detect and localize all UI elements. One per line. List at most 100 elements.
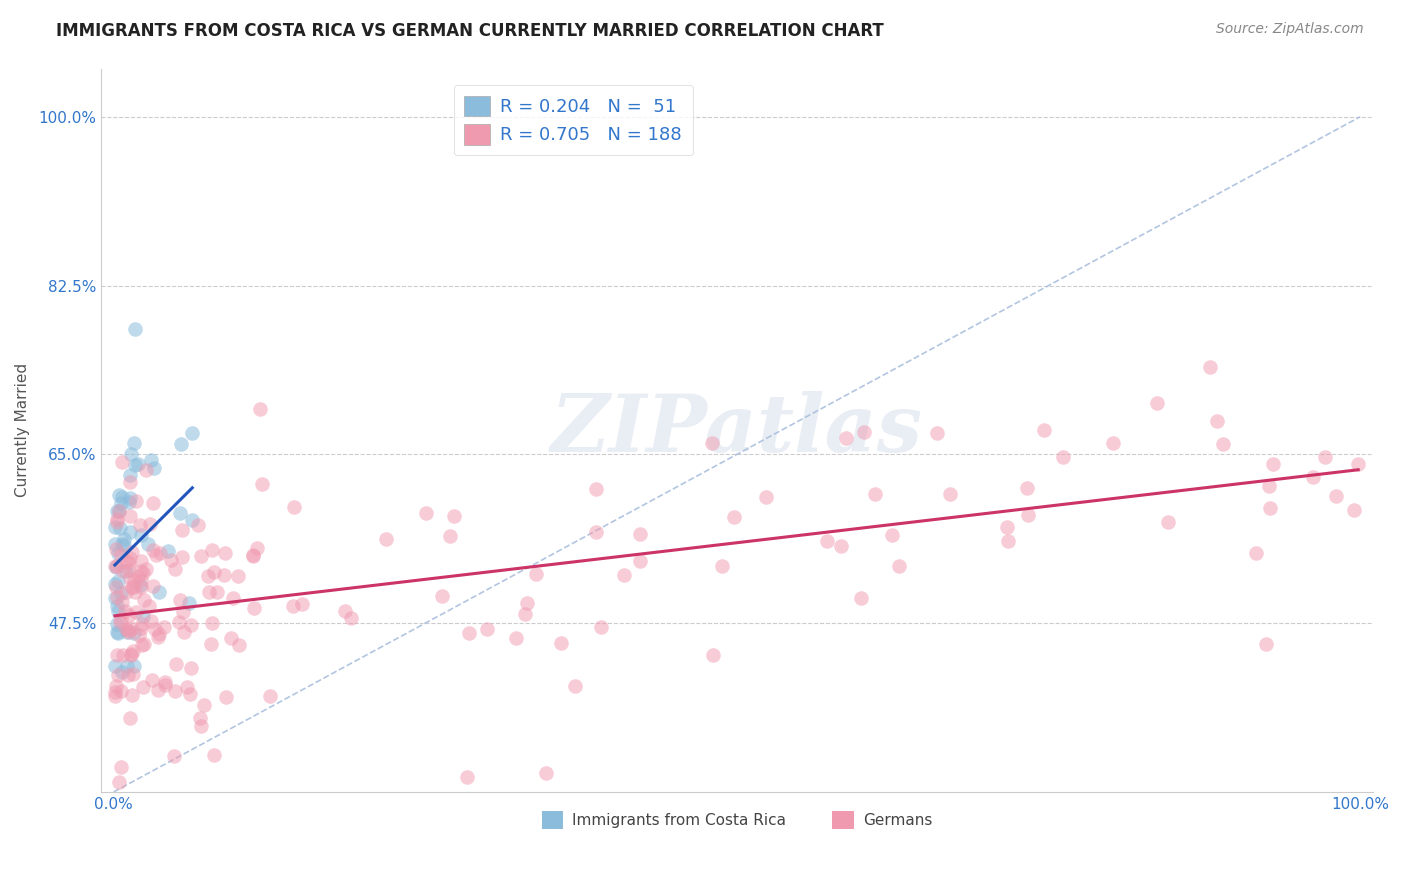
Point (1261, 457, 1284, 471)
Point (110, 520, 132, 534)
Point (127, 457, 149, 471)
Point (139, 453, 162, 467)
Point (105, 624, 128, 639)
Point (249, 402, 271, 417)
Legend: Immigrants from Costa Rica, Germans: Immigrants from Costa Rica, Germans (536, 805, 938, 835)
Point (197, 569, 219, 583)
Point (613, 568, 636, 582)
Point (105, 580, 128, 594)
Point (172, 605, 194, 619)
Point (179, 595, 201, 609)
Point (120, 475, 142, 489)
Point (201, 543, 224, 558)
Point (129, 573, 152, 587)
Point (115, 564, 138, 578)
Point (143, 622, 166, 636)
Point (115, 623, 138, 637)
Point (107, 574, 129, 588)
Point (242, 549, 264, 564)
Point (250, 477, 273, 491)
Point (108, 503, 131, 517)
Point (120, 621, 142, 635)
Point (132, 593, 155, 607)
Point (114, 585, 136, 599)
Point (201, 615, 224, 630)
Point (107, 625, 129, 640)
Point (118, 491, 141, 505)
Point (148, 585, 170, 599)
Point (146, 630, 169, 644)
Point (112, 648, 135, 662)
Point (120, 711, 142, 725)
Point (125, 494, 148, 508)
Point (121, 688, 143, 702)
Text: Source: ZipAtlas.com: Source: ZipAtlas.com (1216, 22, 1364, 37)
Point (170, 436, 193, 450)
Point (132, 608, 155, 623)
Point (108, 615, 131, 630)
Point (107, 546, 129, 560)
Point (443, 508, 465, 523)
Point (173, 624, 195, 639)
Point (118, 550, 141, 565)
Point (117, 556, 139, 570)
Point (127, 568, 149, 582)
Point (259, 689, 281, 703)
Point (242, 601, 264, 615)
Point (169, 506, 191, 520)
Point (156, 544, 179, 558)
Point (146, 682, 169, 697)
Point (131, 564, 153, 578)
Point (110, 495, 132, 509)
Point (193, 698, 215, 712)
Point (1343, 503, 1365, 517)
Point (122, 580, 145, 594)
Point (340, 611, 363, 625)
Point (145, 548, 167, 562)
Point (104, 659, 127, 673)
Point (163, 749, 186, 764)
Point (242, 548, 264, 562)
Point (516, 596, 538, 610)
Point (165, 684, 187, 698)
Point (112, 532, 135, 546)
Point (117, 607, 139, 622)
Point (375, 532, 398, 546)
Point (1258, 500, 1281, 515)
Text: IMMIGRANTS FROM COSTA RICA VS GERMAN CURRENTLY MARRIED CORRELATION CHART: IMMIGRANTS FROM COSTA RICA VS GERMAN CUR… (56, 22, 884, 40)
Point (121, 580, 143, 594)
Point (105, 617, 128, 632)
Point (107, 488, 129, 502)
Point (1206, 414, 1229, 428)
Point (104, 520, 127, 534)
Point (187, 517, 209, 532)
Point (457, 625, 479, 640)
Point (129, 554, 152, 568)
Point (105, 648, 128, 663)
Point (114, 604, 136, 618)
Point (172, 550, 194, 565)
Point (477, 622, 499, 636)
Point (129, 580, 152, 594)
Point (112, 537, 135, 551)
Point (702, 648, 724, 663)
Point (111, 665, 134, 679)
Point (1102, 435, 1125, 450)
Point (136, 536, 159, 550)
Text: ZIPatlas: ZIPatlas (551, 392, 922, 469)
Point (190, 719, 212, 733)
Point (198, 585, 221, 599)
Point (889, 559, 911, 574)
Point (283, 500, 305, 514)
Point (129, 621, 152, 635)
Point (104, 591, 127, 605)
Point (105, 590, 128, 604)
Point (1199, 359, 1222, 374)
Point (135, 463, 157, 477)
Point (849, 591, 872, 605)
Point (167, 615, 190, 629)
Point (835, 431, 858, 445)
Point (432, 589, 454, 603)
Point (1324, 489, 1347, 503)
Point (700, 435, 723, 450)
